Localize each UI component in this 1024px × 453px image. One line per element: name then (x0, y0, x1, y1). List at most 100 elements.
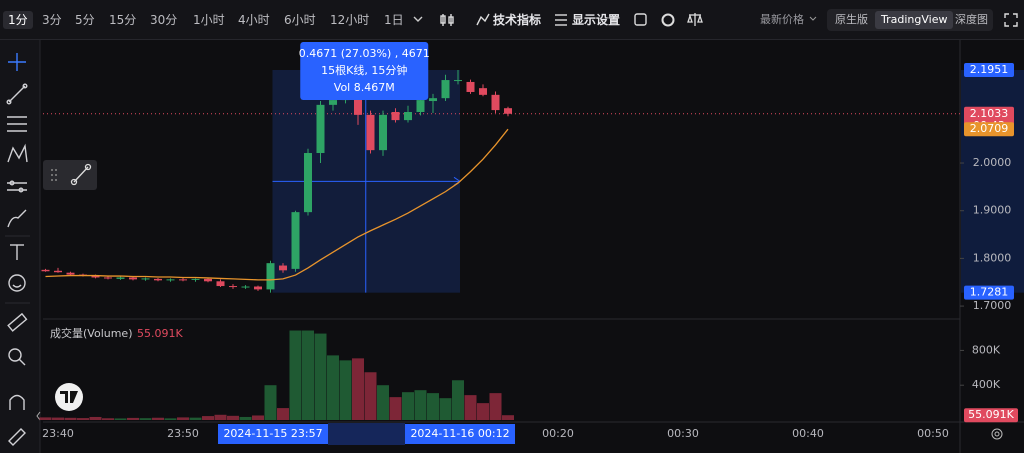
volume-bar (177, 417, 189, 420)
view-button[interactable]: 原生版 (835, 13, 868, 26)
range-start-box (218, 424, 328, 444)
volume-bar (414, 390, 427, 420)
crosshair-tool[interactable] (8, 53, 26, 71)
more-intervals[interactable] (413, 16, 423, 22)
volume-bar (364, 372, 377, 420)
candle-body (129, 277, 137, 280)
volume-bar (139, 418, 152, 420)
prediction-tool[interactable] (7, 180, 27, 193)
range-end-label: 2024-11-16 00:12 (410, 427, 509, 440)
line-tool-icon[interactable] (70, 163, 92, 186)
chart-type-icon[interactable] (440, 14, 454, 26)
volume-tag: 55.091K (968, 408, 1014, 421)
interval-button[interactable]: 5分 (75, 13, 95, 27)
emoji-tool[interactable] (8, 274, 26, 292)
candle-body (479, 88, 487, 95)
pattern-tool[interactable] (7, 143, 28, 163)
volume-bar (452, 380, 464, 420)
candle-body (466, 81, 475, 92)
ruler-tool[interactable] (7, 312, 28, 332)
volume-bar (39, 417, 52, 420)
candle-body (229, 286, 237, 288)
measure-tooltip-line: Vol 8.467M (334, 81, 395, 94)
candle-body (316, 104, 325, 154)
measure-tooltip-line: 0.4671 (27.03%) , 4671 (299, 47, 430, 60)
interval-button[interactable]: 3分 (42, 13, 62, 27)
candle-body (116, 277, 125, 279)
volume-bar (289, 330, 302, 420)
compare-icon[interactable] (687, 13, 703, 26)
interval-button[interactable]: 1分 (3, 11, 33, 29)
display-settings-button[interactable]: 显示设置 (572, 13, 621, 27)
low-tag: 1.7281 (970, 286, 1009, 299)
volume-bar (127, 417, 139, 420)
collapse-toolbar[interactable] (36, 411, 41, 421)
candle-body (291, 212, 300, 269)
high-tag-bg (964, 62, 1014, 77)
volume-bar (302, 330, 314, 420)
volume-bar (102, 418, 114, 420)
last-price-tag: 2.1033 (970, 107, 1009, 120)
y-tick-label: 1.8000 (973, 251, 1012, 264)
settings-icon[interactable] (991, 428, 1003, 440)
volume-bar (477, 403, 489, 420)
x-tick-label: 00:20 (542, 427, 574, 440)
interval-button[interactable]: 1小时 (193, 13, 225, 27)
candle-body (454, 80, 462, 82)
view-button[interactable]: TradingView (875, 11, 954, 29)
top-toolbar: 1分 3分 5分 15分 30分 1小时 4小时 6小时 12小时 1日 技术指标 显示设置 最新… (0, 0, 1024, 40)
x-tick-label: 23:50 (167, 427, 199, 440)
candle-body (154, 278, 162, 281)
candle-body (204, 278, 212, 282)
candle-body (254, 286, 262, 290)
volume-bar (239, 416, 252, 420)
interval-button[interactable]: 30分 (150, 13, 178, 27)
volume-bar (114, 418, 127, 420)
price-type[interactable]: 最新价格 (760, 13, 804, 26)
volume-bar (464, 395, 477, 420)
interval-button[interactable]: 4小时 (238, 13, 270, 27)
candle-body (416, 100, 425, 113)
lock-tool[interactable] (8, 428, 26, 446)
fib-tool[interactable] (7, 116, 27, 132)
view-button[interactable]: 深度图 (955, 13, 988, 26)
volume-bar (164, 418, 177, 420)
magnet-tool[interactable] (9, 394, 25, 411)
candle-body (104, 277, 112, 279)
drag-handle[interactable] (51, 169, 57, 181)
floating-toolbar-bg (43, 160, 97, 190)
candle-body (54, 270, 62, 273)
text-tool[interactable] (10, 244, 24, 260)
indicator-icon[interactable] (476, 13, 490, 26)
interval-button[interactable]: 15分 (109, 13, 137, 27)
volume-bar (352, 358, 364, 420)
brush-tool[interactable] (7, 209, 27, 228)
volume-bar (439, 398, 452, 420)
candle-body (91, 275, 100, 278)
price-type-caret[interactable] (809, 16, 817, 21)
volume-bar (502, 415, 514, 420)
candle-body (354, 86, 362, 115)
volume-bar (252, 415, 264, 420)
candle-body (266, 263, 275, 290)
fullscreen-icon[interactable] (1004, 13, 1018, 27)
snapshot-icon[interactable] (634, 13, 647, 26)
zoom-tool[interactable] (8, 348, 26, 366)
volume-tick-label: 400K (972, 378, 1001, 391)
interval-button[interactable]: 1日 (384, 13, 404, 27)
gear-icon[interactable] (661, 13, 675, 27)
volume-bar (402, 392, 414, 420)
candle-body (329, 100, 337, 105)
x-tick-label: 00:30 (667, 427, 699, 440)
volume-legend-value: 55.091K (137, 327, 183, 340)
candle-body (304, 153, 312, 213)
indicators-button[interactable]: 技术指标 (493, 13, 542, 27)
candle-body (166, 279, 175, 281)
trendline-tool[interactable] (6, 83, 28, 105)
volume-bar (327, 355, 339, 420)
ma-tag: 2.0709 (970, 122, 1009, 135)
interval-button[interactable]: 12小时 (330, 13, 370, 27)
interval-button[interactable]: 6小时 (284, 13, 316, 27)
volume-bar (314, 333, 327, 420)
display-icon[interactable] (555, 14, 567, 26)
